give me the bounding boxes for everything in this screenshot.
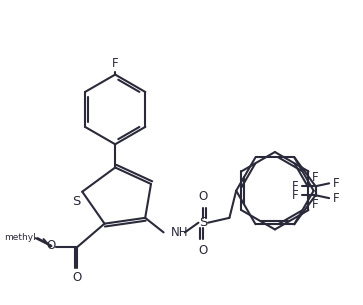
Text: F: F: [291, 189, 298, 202]
Text: F: F: [312, 170, 319, 184]
Text: F: F: [333, 177, 340, 190]
Text: O: O: [73, 271, 82, 284]
Text: NH: NH: [171, 226, 189, 239]
Text: S: S: [72, 195, 80, 208]
Text: F: F: [312, 198, 319, 211]
Text: F: F: [291, 180, 298, 193]
Text: O: O: [46, 239, 55, 253]
Text: methyl: methyl: [4, 233, 36, 242]
Text: O: O: [199, 244, 208, 257]
Text: F: F: [112, 57, 118, 70]
Text: F: F: [333, 192, 340, 205]
Text: S: S: [199, 216, 208, 229]
Text: O: O: [199, 190, 208, 203]
